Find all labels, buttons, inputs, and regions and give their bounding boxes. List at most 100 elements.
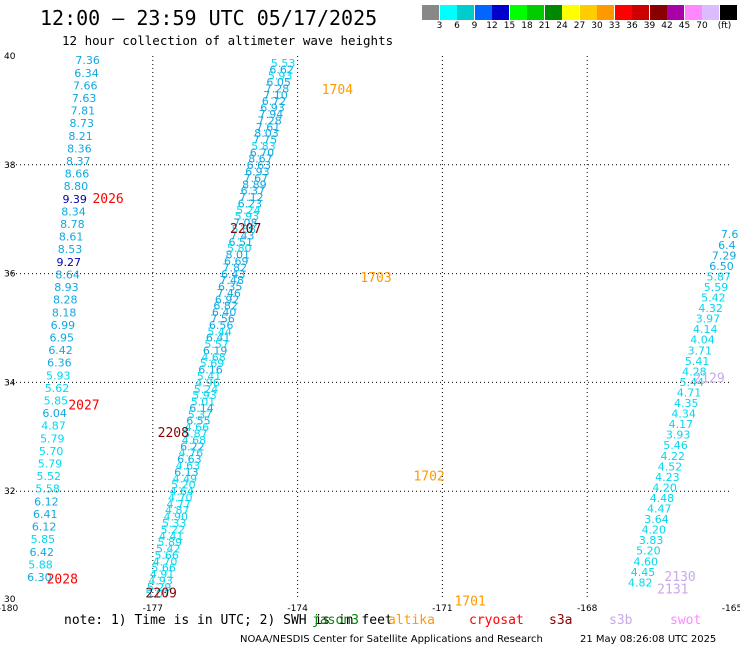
wave-height-value: 5.57	[204, 338, 229, 351]
legend-unit: (ft)	[717, 21, 732, 31]
legend-swatch	[544, 5, 562, 20]
wave-height-value: 4.47	[647, 503, 672, 516]
wave-height-value: 5.41	[197, 370, 222, 383]
wave-height-value: 4.71	[677, 386, 702, 399]
wave-height-value: 6.50	[709, 260, 734, 273]
pass-time-label: 1704	[322, 83, 353, 98]
lon-tick-label: -174	[287, 604, 308, 614]
wave-height-value: 4.45	[631, 566, 656, 579]
wave-height-value: 8.18	[52, 306, 77, 319]
wave-height-value: 7.29	[712, 249, 737, 262]
satellite-name-swot: swot	[670, 613, 702, 628]
wave-height-value: 4.70	[168, 491, 193, 504]
wave-height-value: 7.81	[71, 105, 96, 118]
pass-time-label: 2131	[657, 582, 688, 597]
legend-label: 36	[626, 21, 638, 31]
wave-height-value: 7.48	[219, 274, 244, 287]
legend-label: 33	[608, 21, 621, 31]
wave-height-value: 4.66	[185, 421, 210, 434]
page-title: 12:00 – 23:59 UTC 05/17/2025	[40, 6, 378, 30]
wave-height-value: 5.80	[227, 242, 252, 255]
lon-tick-label: -165	[722, 604, 740, 614]
wave-height-value: 8.78	[60, 218, 85, 231]
wave-height-value: 6.40	[212, 306, 237, 319]
legend-swatch	[492, 5, 509, 20]
wave-height-value: 6.37	[241, 185, 266, 198]
wave-height-value: 8.64	[55, 268, 80, 281]
legend-swatch	[684, 5, 702, 20]
wave-height-value: 6.05	[266, 76, 291, 89]
footer-note: note: 1) Time is in UTC; 2) SWH is in fe…	[64, 613, 393, 628]
legend-label: 24	[556, 21, 568, 31]
wave-height-value: 4.68	[201, 351, 226, 364]
wave-height-value: 4.34	[671, 408, 696, 421]
wave-height-value: 5.85	[44, 394, 69, 407]
wave-height-value: 6.12	[32, 521, 57, 534]
pass-time-label: 2209	[146, 586, 177, 601]
wave-height-value: 4.22	[661, 450, 686, 463]
legend-swatch	[632, 5, 649, 20]
wave-height-value: 7.28	[257, 114, 282, 127]
pass-time-label: 1702	[413, 469, 444, 484]
wave-height-value: 6.19	[203, 344, 228, 357]
wave-height-value: 6.42	[48, 344, 73, 357]
wave-height-value: 5.66	[151, 562, 176, 575]
wave-height-value: 4.49	[173, 472, 198, 485]
legend-swatch	[667, 5, 684, 20]
wave-height-value: 6.95	[49, 331, 74, 344]
wave-height-value: 3.71	[688, 344, 713, 357]
wave-height-value: 7.94	[259, 108, 284, 121]
satellite-name-cryosat: cryosat	[469, 613, 524, 628]
wave-height-value: 8.89	[242, 178, 267, 191]
wave-height-value: 5.07	[145, 587, 170, 600]
wave-height-value: 5.62	[45, 382, 70, 395]
legend-label: 3	[436, 21, 443, 31]
wave-height-value: 6.99	[51, 319, 76, 332]
wave-height-value: 4.48	[650, 492, 675, 505]
wave-height-value: 6.72	[262, 95, 287, 108]
wave-height-value: 8.34	[61, 205, 86, 218]
wave-height-value: 5.79	[38, 458, 63, 471]
legend-swatch	[474, 5, 492, 20]
wave-height-value: 6.16	[198, 364, 223, 377]
wave-height-value: 8.01	[226, 249, 251, 262]
wave-height-value: 7.43	[230, 229, 255, 242]
wave-height-value: 6.13	[174, 466, 199, 479]
legend-label: 30	[591, 21, 603, 31]
satellite-name-altika: altika	[388, 613, 435, 628]
lat-tick-label: 30	[4, 595, 16, 605]
wave-height-value: 5.66	[154, 549, 179, 562]
wave-height-value: 5.20	[171, 479, 196, 492]
wave-height-value: 5.87	[183, 428, 208, 441]
wave-height-value: 5.58	[35, 483, 60, 496]
lat-tick-label: 34	[4, 378, 16, 388]
wave-height-value: 4.64	[170, 485, 195, 498]
wave-height-value: 7.28	[265, 82, 290, 95]
wave-height-value: 4.76	[179, 447, 204, 460]
legend-swatch	[457, 5, 474, 20]
lon-tick-label: -177	[143, 604, 163, 614]
wave-height-value: 4.70	[153, 555, 178, 568]
wave-height-value: 8.03	[254, 127, 279, 140]
wave-height-value: 4.28	[682, 365, 707, 378]
wave-height-value: 4.77	[167, 498, 192, 511]
wave-height-value: 5.79	[40, 432, 65, 445]
legend-label: 42	[661, 21, 673, 31]
wave-height-value: 7.46	[216, 287, 241, 300]
legend-label: 9	[471, 21, 478, 31]
wave-height-value: 5.93	[235, 210, 260, 223]
pass-time-label: 2028	[47, 573, 78, 588]
wave-height-value: 8.28	[53, 294, 78, 307]
wave-height-value: 7.75	[253, 134, 278, 147]
wave-height-value: 5.87	[707, 270, 732, 283]
wave-height-value: 5.93	[192, 389, 217, 402]
wave-height-value: 4.20	[652, 481, 677, 494]
wave-height-value: 6.63	[247, 159, 272, 172]
wave-height-value: 6.63	[177, 453, 202, 466]
wave-height-value: 6.92	[215, 293, 240, 306]
legend-swatch	[649, 5, 667, 20]
legend-swatch	[597, 5, 614, 20]
wave-height-value: 5.24	[194, 383, 219, 396]
wave-height-value: 3.64	[644, 513, 669, 526]
